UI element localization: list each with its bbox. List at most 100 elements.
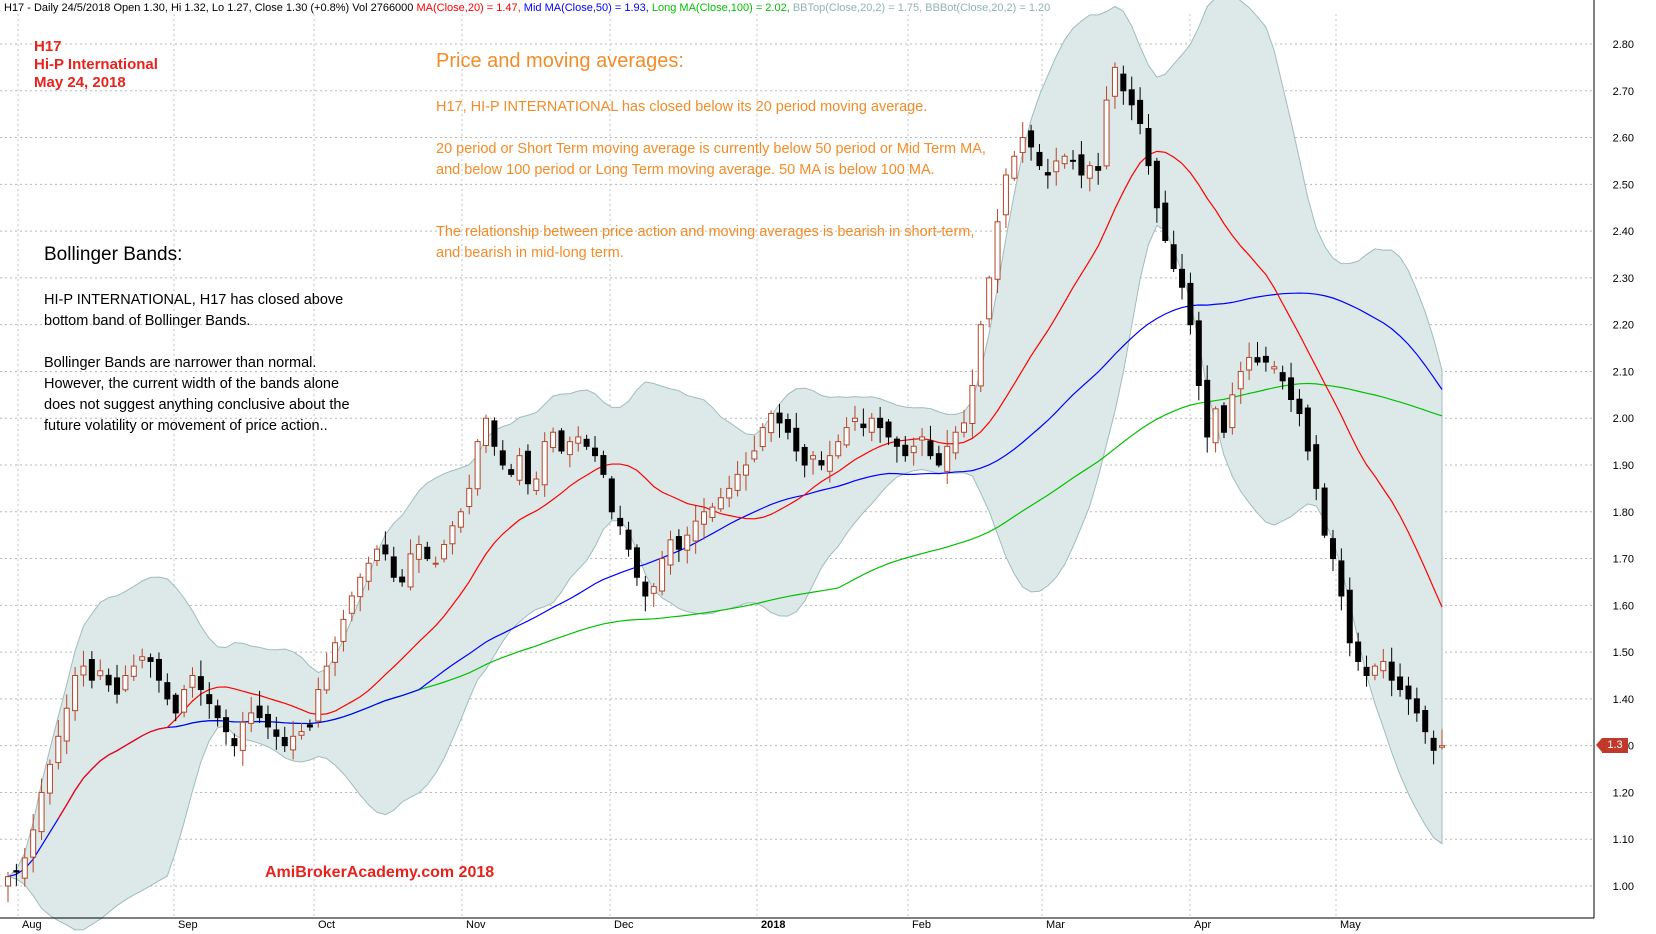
x-tick-label: May bbox=[1340, 919, 1361, 931]
watermark: AmiBrokerAcademy.com 2018 bbox=[265, 864, 495, 881]
candle-body bbox=[38, 791, 45, 833]
candle-body bbox=[122, 675, 129, 691]
candle-body bbox=[390, 556, 397, 578]
candle-body bbox=[415, 544, 422, 560]
candle-body bbox=[172, 694, 179, 714]
candle-body bbox=[1204, 379, 1211, 438]
ohlc-text: H17 - Daily 24/5/2018 Open 1.30, Hi 1.32… bbox=[4, 2, 414, 14]
candle-body bbox=[13, 870, 20, 873]
candle-body bbox=[97, 670, 104, 677]
candle-body bbox=[5, 876, 11, 887]
candle-body bbox=[1430, 737, 1437, 751]
candle-body bbox=[742, 464, 749, 476]
candle-body bbox=[801, 446, 808, 466]
candle-body bbox=[709, 506, 716, 518]
candle-body bbox=[952, 431, 959, 454]
candle-body bbox=[1388, 661, 1395, 681]
candle-body bbox=[608, 478, 615, 513]
candle-body bbox=[1346, 589, 1353, 644]
candle-body bbox=[516, 455, 523, 481]
candle-body bbox=[600, 455, 607, 475]
candle-body bbox=[1279, 372, 1286, 382]
price-ma-para-3: The relationship between price action an… bbox=[436, 224, 975, 261]
chart-header: H17 - Daily 24/5/2018 Open 1.30, Hi 1.32… bbox=[4, 2, 1050, 14]
y-tick-label: 1.70 bbox=[1613, 554, 1634, 566]
candle-body bbox=[1137, 99, 1144, 125]
candle-body bbox=[239, 721, 246, 751]
candle-body bbox=[1070, 159, 1077, 162]
x-tick-label: Mar bbox=[1046, 919, 1065, 931]
candle-body bbox=[306, 724, 313, 728]
long-ma-text: Long MA(Close,100) = 2.02, bbox=[651, 2, 790, 14]
candle-body bbox=[231, 738, 238, 747]
price-ma-title: Price and moving averages: bbox=[436, 50, 684, 72]
candle-body bbox=[524, 450, 531, 485]
candle-body bbox=[1413, 698, 1420, 714]
ticker-block: H17 Hi-P International May 24, 2018 bbox=[34, 38, 158, 92]
candle-body bbox=[315, 689, 322, 722]
candle-body bbox=[30, 829, 37, 858]
candle-body bbox=[1220, 405, 1227, 433]
candle-body bbox=[633, 547, 640, 578]
candle-body bbox=[441, 544, 448, 560]
candle-body bbox=[835, 441, 842, 457]
candle-body bbox=[994, 221, 1001, 280]
candle-body bbox=[105, 674, 112, 686]
bollinger-title: Bollinger Bands: bbox=[44, 244, 183, 265]
candle-body bbox=[1439, 745, 1445, 748]
candle-body bbox=[533, 478, 540, 491]
candle-body bbox=[667, 539, 674, 566]
candle-body bbox=[843, 427, 850, 446]
candle-body bbox=[692, 520, 699, 542]
candle-body bbox=[1002, 174, 1009, 216]
candle-body bbox=[189, 675, 196, 688]
y-tick-label: 1.50 bbox=[1613, 647, 1634, 659]
candle-body bbox=[1162, 202, 1169, 241]
x-tick-label: Sep bbox=[178, 919, 198, 931]
x-tick-label: Feb bbox=[912, 919, 931, 931]
y-tick-label: 2.20 bbox=[1613, 320, 1634, 332]
candle-body bbox=[290, 735, 297, 751]
candle-body bbox=[1128, 89, 1135, 106]
candle-body bbox=[1195, 320, 1202, 386]
y-tick-label: 1.60 bbox=[1613, 600, 1634, 612]
candle-body bbox=[164, 682, 171, 700]
candle-body bbox=[181, 689, 188, 713]
y-tick-label: 2.50 bbox=[1613, 179, 1634, 191]
candle-body bbox=[130, 665, 137, 677]
last-price-tag: 1.3 bbox=[1596, 738, 1628, 753]
candle-body bbox=[340, 618, 347, 642]
candle-body bbox=[592, 447, 599, 457]
candle-body bbox=[1086, 165, 1093, 179]
y-tick-label: 1.40 bbox=[1613, 694, 1634, 706]
candle-body bbox=[264, 713, 271, 728]
ticker-code: H17 bbox=[34, 38, 62, 55]
candle-body bbox=[1304, 407, 1311, 452]
candle-body bbox=[550, 431, 557, 449]
candle-body bbox=[1061, 155, 1068, 165]
candle-body bbox=[499, 450, 506, 466]
mid-ma-line bbox=[7, 292, 1443, 878]
candle-body bbox=[1187, 282, 1194, 326]
ma20-line bbox=[57, 150, 1443, 819]
candle-body bbox=[1095, 166, 1102, 171]
ticker-name: Hi-P International bbox=[34, 56, 158, 73]
candle-body bbox=[566, 441, 573, 456]
candle-body bbox=[46, 763, 53, 794]
candle-body bbox=[1321, 487, 1328, 536]
candle-body bbox=[1246, 356, 1253, 371]
candle-body bbox=[197, 676, 204, 691]
candle-body bbox=[407, 553, 414, 588]
candle-body bbox=[818, 460, 825, 466]
candle-body bbox=[1355, 641, 1362, 662]
y-tick-label: 2.40 bbox=[1613, 226, 1634, 238]
candle-body bbox=[491, 420, 498, 447]
candle-body bbox=[793, 427, 800, 452]
candle-body bbox=[961, 422, 967, 433]
candle-body bbox=[256, 705, 263, 719]
ma20-text: MA(Close,20) = 1.47, bbox=[416, 2, 521, 14]
candle-body bbox=[139, 656, 146, 661]
price-ma-para-2: 20 period or Short Term moving average i… bbox=[436, 141, 986, 178]
candle-body bbox=[474, 441, 481, 490]
